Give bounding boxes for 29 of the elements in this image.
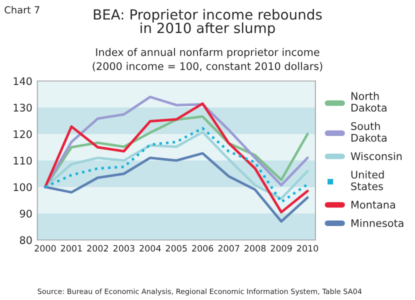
line-series (44, 152, 309, 223)
legend-label: United States (351, 170, 384, 190)
x-tick-label: 2002 (87, 245, 108, 252)
x-tick-label: 2003 (113, 245, 134, 252)
x-tick-label: 2010 (297, 245, 318, 252)
line-series (44, 102, 309, 214)
x-tick-label: 2005 (166, 245, 187, 252)
y-tick-label: 100 (14, 183, 32, 192)
legend-label: North Dakota (351, 92, 386, 112)
x-tick-label: 2009 (270, 245, 292, 252)
legend-label: Wisconsin (350, 152, 402, 160)
y-tick-label: 140 (14, 77, 32, 86)
x-tick-label: 2006 (192, 245, 214, 252)
x-tick-label: 2008 (244, 245, 266, 252)
caption: Chart 7 (4, 6, 40, 14)
chart-subtitle: Index of annual nonfarm proprietor income (2000 income = 100, constant 2010 dollars) (92, 48, 322, 72)
legend-label: Montana (351, 200, 395, 209)
x-tick-label: 2007 (218, 245, 240, 252)
y-tick-label: 130 (14, 104, 32, 112)
y-tick-label: 120 (14, 130, 32, 138)
y-tick-label: 80 (20, 236, 32, 244)
y-tick-label: 90 (20, 210, 32, 218)
chart-title: BEA: Proprietor income rebounds in 2010 after slump (94, 9, 322, 36)
legend-label: South Dakota (351, 122, 386, 142)
x-tick-label: 2000 (34, 245, 56, 252)
x-tick-label: 2004 (140, 245, 161, 252)
y-tick-label: 110 (14, 156, 32, 165)
legend-label: Minnesota (351, 218, 404, 228)
x-tick-label: 2001 (60, 245, 82, 252)
